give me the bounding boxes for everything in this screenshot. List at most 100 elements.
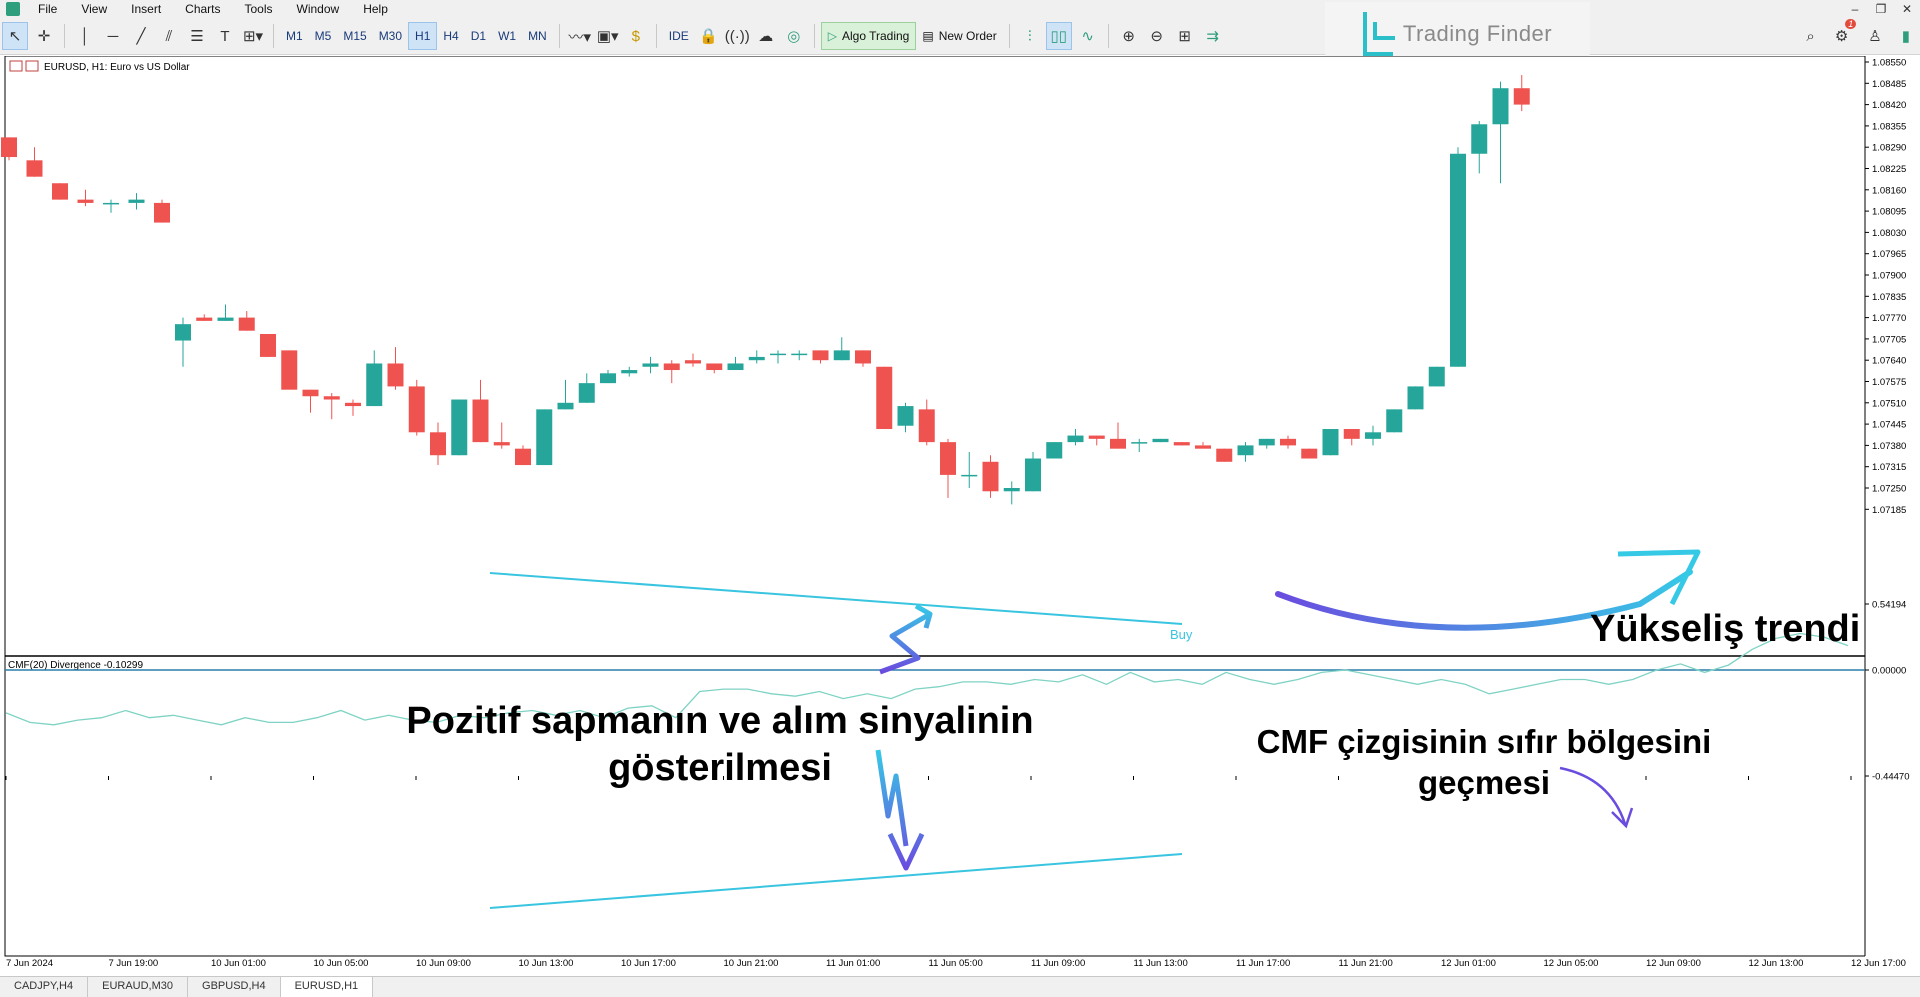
templates-icon[interactable]: ▣▾: [596, 28, 619, 45]
market-icon[interactable]: $: [631, 27, 640, 45]
search-icon[interactable]: ⌕: [1806, 27, 1815, 45]
candle-body: [472, 399, 489, 443]
price-tick-label: 1.07380: [1872, 441, 1906, 452]
time-tick-label: 11 Jun 17:00: [1236, 958, 1290, 969]
candle-body: [493, 442, 510, 446]
candle-body: [791, 353, 808, 356]
time-tick-label: 11 Jun 05:00: [929, 958, 983, 969]
candle-body: [578, 383, 595, 403]
account-icon[interactable]: ♙: [1868, 28, 1882, 45]
tab-gbpusd[interactable]: GBPUSD,H4: [188, 977, 281, 997]
line-chart-icon[interactable]: ∿: [1081, 28, 1094, 45]
time-tick-label: 11 Jun 13:00: [1134, 958, 1188, 969]
shapes-icon[interactable]: ⊞▾: [242, 28, 264, 45]
divergence-label-line2: gösterilmesi: [608, 747, 832, 789]
bar-chart-icon[interactable]: ⫶: [1027, 27, 1032, 45]
zoom-in-icon[interactable]: ⊕: [1122, 28, 1135, 45]
fibonacci-icon[interactable]: ☰: [190, 28, 204, 45]
notifications-icon[interactable]: ⚙ 1: [1835, 19, 1857, 45]
timeframe-h1[interactable]: H1: [408, 22, 438, 50]
time-tick-label: 12 Jun 13:00: [1749, 958, 1804, 969]
timeframe-d1[interactable]: D1: [470, 29, 487, 43]
tab-cadjpy[interactable]: CADJPY,H4: [0, 977, 89, 997]
vertical-line-icon[interactable]: │: [80, 27, 90, 45]
trading-finder-logo: Trading Finder: [1325, 2, 1590, 66]
lock-icon[interactable]: 🔒: [699, 28, 719, 45]
new-order-button[interactable]: ▤ New Order: [922, 29, 997, 43]
indicator-tick-label: -0.44470: [1872, 772, 1910, 783]
text-icon[interactable]: T: [220, 27, 230, 45]
cmf-cross-arrow: [1559, 766, 1634, 829]
horizontal-line-icon[interactable]: ─: [107, 27, 119, 45]
menu-help[interactable]: Help: [363, 2, 388, 16]
candle-body: [217, 317, 234, 321]
zoom-out-icon[interactable]: ⊖: [1150, 28, 1163, 45]
signal-icon[interactable]: ((·)): [724, 27, 750, 45]
close-icon[interactable]: ✕: [1901, 2, 1913, 16]
chart-title: EURUSD, H1: Euro vs US Dollar: [44, 62, 190, 73]
indicator-tick-label: 0.00000: [1872, 666, 1906, 677]
candle-body: [515, 448, 531, 466]
trend-line-icon[interactable]: ╱: [136, 28, 146, 45]
minimize-icon[interactable]: –: [1851, 2, 1859, 16]
chart-header: EURUSD, H1: Euro vs US Dollar: [9, 60, 190, 73]
candle-body: [1, 137, 17, 158]
time-tick-label: 11 Jun 21:00: [1339, 958, 1393, 969]
autoscroll-icon[interactable]: ⇉: [1206, 28, 1219, 45]
chart-area[interactable]: EURUSD, H1: Euro vs US Dollar CMF(20) Di…: [0, 56, 1920, 976]
cursor-icon[interactable]: ↖: [2, 22, 28, 50]
app-icon: [6, 2, 20, 16]
candle-body: [1046, 442, 1063, 459]
cmf-label-line1: CMF çizgisinin sıfır bölgesini: [1257, 723, 1712, 760]
candle-body: [897, 406, 914, 426]
order-icon: ▤: [922, 29, 934, 43]
menu-window[interactable]: Window: [296, 2, 340, 16]
ide-button[interactable]: IDE: [668, 29, 689, 43]
cloud-icon[interactable]: ☁: [758, 28, 774, 45]
time-tick-label: 7 Jun 2024: [6, 958, 53, 969]
candlestick-icon[interactable]: ▯▯: [1045, 22, 1072, 50]
tile-icon[interactable]: ⊞: [1178, 28, 1191, 45]
price-tick-label: 1.07770: [1872, 313, 1906, 324]
signal-strength-icon: ▮: [1901, 28, 1910, 45]
timeframe-mn[interactable]: MN: [528, 29, 547, 43]
candle-body: [1428, 366, 1445, 387]
menu-charts[interactable]: Charts: [185, 2, 221, 16]
timeframe-m30[interactable]: M30: [378, 29, 403, 43]
tab-eurusd[interactable]: EURUSD,H1: [280, 977, 374, 997]
price-tick-label: 1.07575: [1872, 377, 1906, 388]
algo-trading-button[interactable]: ▷ Algo Trading: [820, 22, 917, 50]
menu-insert[interactable]: Insert: [131, 2, 162, 16]
indicators-icon[interactable]: 〰▾: [568, 28, 591, 46]
toolbar: ↖ ✛ │ ─ ╱ ⫽ ☰ T ⊞▾ M1 M5 M15 M30 H1 H4 D…: [0, 18, 1920, 55]
candle-body: [706, 363, 723, 371]
price-tick-label: 1.07250: [1872, 484, 1906, 495]
time-tick-label: 10 Jun 21:00: [724, 958, 779, 969]
time-tick-label: 10 Jun 13:00: [519, 958, 574, 969]
menu-view[interactable]: View: [81, 2, 108, 16]
vps-icon[interactable]: ◎: [787, 28, 801, 45]
candle-body: [876, 366, 893, 430]
candle-body: [196, 317, 213, 321]
candle-body: [685, 360, 701, 364]
candle-body: [812, 350, 829, 361]
candle-body: [103, 202, 119, 205]
candle-body: [621, 370, 638, 374]
timeframe-m1[interactable]: M1: [286, 29, 303, 43]
timeframe-w1[interactable]: W1: [498, 29, 517, 43]
channel-icon[interactable]: ⫽: [165, 27, 173, 45]
candle-body: [1216, 448, 1233, 462]
time-axis: 7 Jun 2024 7 Jun 19:00 10 Jun 01:00 10 Jun …: [5, 776, 1906, 969]
candle-body: [260, 333, 276, 357]
time-tick-label: 11 Jun 01:00: [826, 958, 880, 969]
timeframe-h4[interactable]: H4: [443, 29, 459, 43]
restore-icon[interactable]: ❐: [1875, 2, 1887, 16]
menu-tools[interactable]: Tools: [244, 2, 273, 16]
timeframe-m5[interactable]: M5: [314, 29, 332, 43]
tab-euraud[interactable]: EURAUD,M30: [88, 977, 189, 997]
menu-file[interactable]: File: [38, 2, 58, 16]
crosshair-icon[interactable]: ✛: [37, 28, 51, 45]
menu-bar: File View Insert Charts Tools Window Hel…: [0, 0, 1920, 18]
timeframe-m15[interactable]: M15: [343, 29, 367, 43]
price-tick-label: 1.07965: [1872, 249, 1906, 260]
